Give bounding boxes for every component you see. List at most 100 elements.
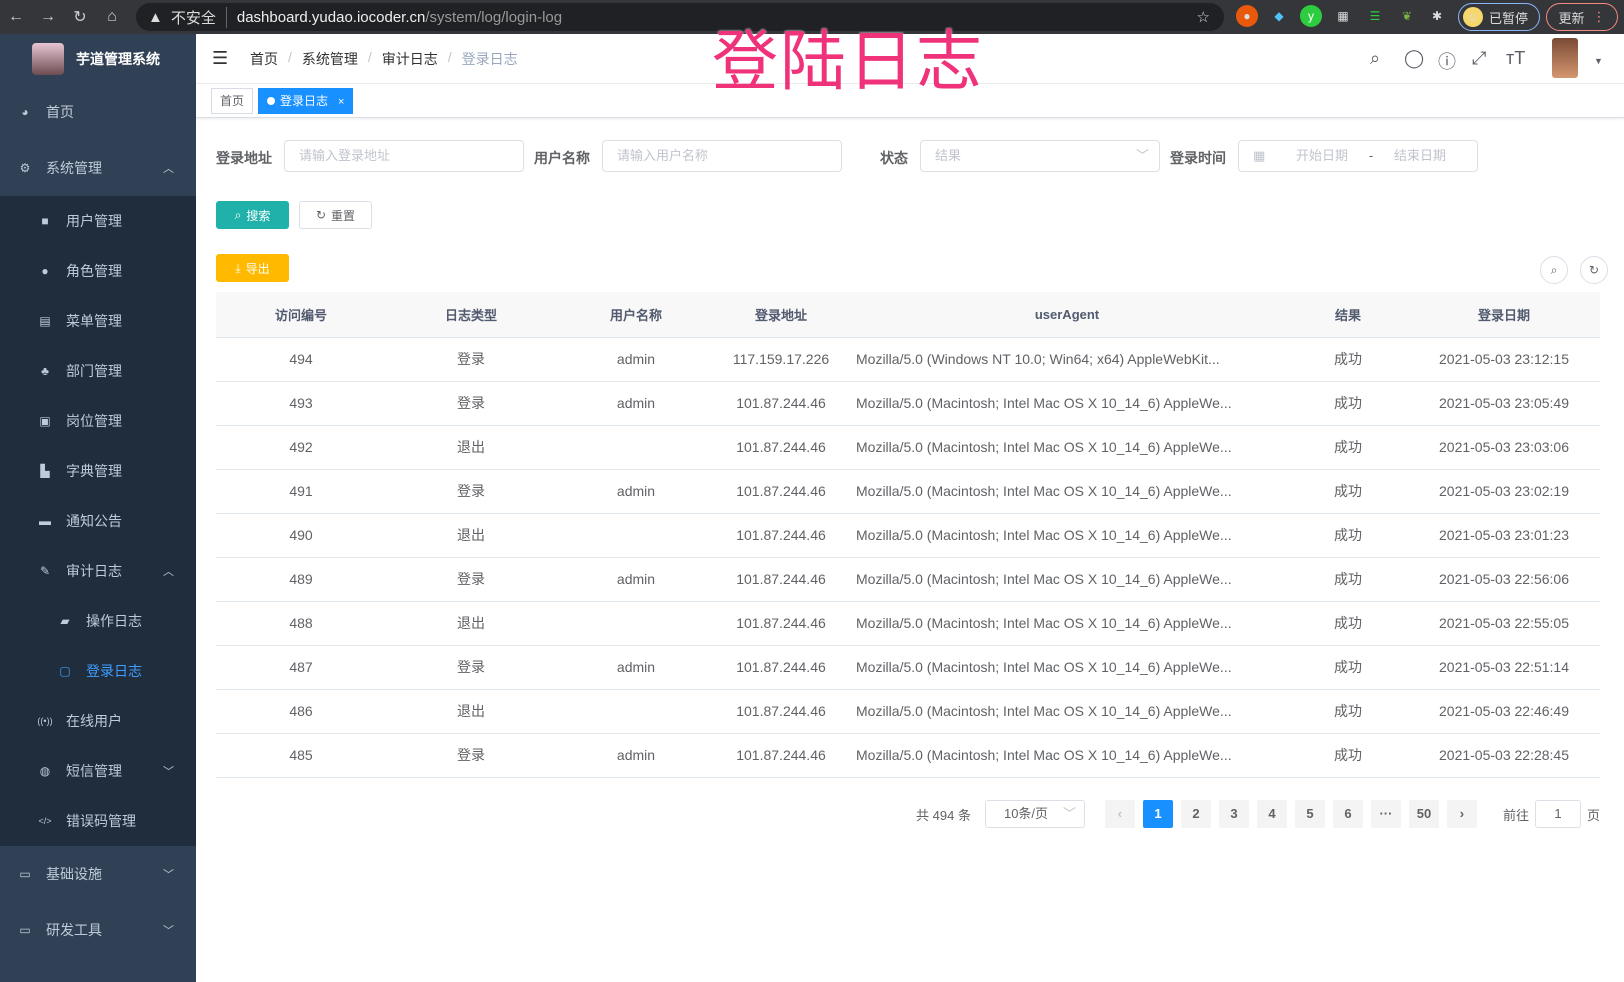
address-input[interactable]: 请输入登录地址 bbox=[284, 140, 524, 172]
table-header: 访问编号 日志类型 用户名称 登录地址 userAgent 结果 登录日期 bbox=[216, 292, 1600, 338]
table-cell: admin bbox=[556, 337, 716, 382]
column-header: userAgent bbox=[846, 292, 1288, 338]
table-cell: 成功 bbox=[1288, 601, 1408, 646]
table-cell: Mozilla/5.0 (Macintosh; Intel Mac OS X 1… bbox=[846, 645, 1288, 690]
sidebar-item-label: 通知公告 bbox=[66, 513, 122, 529]
breadcrumb-item[interactable]: 首页 bbox=[250, 50, 278, 67]
page-button[interactable]: 50 bbox=[1408, 800, 1439, 828]
forward-icon[interactable]: → bbox=[40, 8, 56, 25]
status-select[interactable]: 结果 ﹀ bbox=[920, 140, 1160, 172]
refresh-icon[interactable]: ↻ bbox=[1580, 256, 1608, 284]
extension-on-icon[interactable]: ☰ bbox=[1369, 9, 1381, 23]
sidebar-item-menus[interactable]: ▤ 菜单管理 bbox=[0, 296, 196, 346]
chevron-down-icon: ﹀ bbox=[163, 869, 174, 881]
search-icon[interactable]: ⌕ bbox=[1370, 48, 1381, 68]
date-range-picker[interactable]: ▦ 开始日期 - 结束日期 bbox=[1238, 140, 1478, 172]
sidebar-item-devtools[interactable]: ▭ 研发工具 ﹀ bbox=[0, 902, 196, 958]
extension-leaf-icon[interactable]: ❦ bbox=[1401, 9, 1413, 23]
table-cell: 成功 bbox=[1288, 733, 1408, 778]
page-button[interactable]: 5 bbox=[1294, 800, 1325, 828]
online-icon: ((•)) bbox=[37, 716, 53, 726]
sidebar-item-roles[interactable]: ● 角色管理 bbox=[0, 246, 196, 296]
help-icon[interactable]: ⓘ bbox=[1438, 52, 1456, 72]
goto-input[interactable]: 1 bbox=[1534, 800, 1581, 828]
sidebar-item-system[interactable]: ⚙ 系统管理 ︿ bbox=[0, 140, 196, 196]
page-button[interactable]: ··· bbox=[1370, 800, 1401, 828]
back-icon[interactable]: ← bbox=[8, 8, 24, 25]
extensions-puzzle-icon[interactable]: ✱ bbox=[1431, 9, 1443, 23]
page-button[interactable]: 1 bbox=[1142, 800, 1173, 828]
table-cell bbox=[556, 689, 716, 734]
sidebar-item-notice[interactable]: ▬ 通知公告 bbox=[0, 496, 196, 546]
address-bar[interactable]: ▲ 不安全 dashboard.yudao.iocoder.cn/system/… bbox=[136, 3, 1224, 31]
chevron-down-icon: ﹀ bbox=[163, 766, 174, 778]
sidebar-item-home[interactable]: ◕ 首页 bbox=[0, 84, 196, 140]
home-icon[interactable]: ⌂ bbox=[107, 8, 117, 25]
username-input[interactable]: 请输入用户名称 bbox=[602, 140, 842, 172]
logininfor-icon: ▢ bbox=[59, 664, 71, 678]
toggle-search-icon[interactable]: ⌕ bbox=[1540, 256, 1568, 284]
hamburger-icon[interactable]: ☰ bbox=[212, 48, 229, 68]
table-cell: 493 bbox=[216, 381, 386, 426]
start-date[interactable]: 开始日期 bbox=[1295, 148, 1348, 163]
sidebar-item-users[interactable]: ■ 用户管理 bbox=[0, 196, 196, 246]
caret-down-icon[interactable]: ▼ bbox=[1594, 56, 1603, 66]
insecure-label: 不安全 bbox=[171, 6, 227, 28]
sidebar-item-sms[interactable]: ◍ 短信管理 ﹀ bbox=[0, 746, 196, 796]
extension-grid-icon[interactable]: ▦ bbox=[1337, 9, 1349, 23]
table-cell: 2021-05-03 23:03:06 bbox=[1408, 425, 1600, 470]
table-cell: 成功 bbox=[1288, 513, 1408, 558]
export-label: 导出 bbox=[245, 261, 270, 276]
export-button[interactable]: ⤓ 导出 bbox=[216, 254, 289, 282]
app-logo[interactable]: 芋道管理系统 bbox=[0, 34, 196, 84]
column-header: 访问编号 bbox=[216, 292, 386, 338]
sidebar-item-infra[interactable]: ▭ 基础设施 ﹀ bbox=[0, 846, 196, 902]
extension-gem-icon[interactable]: ◆ bbox=[1274, 9, 1284, 23]
page-button[interactable]: 3 bbox=[1218, 800, 1249, 828]
page-size-select[interactable]: 10条/页 ﹀ bbox=[984, 800, 1085, 828]
sidebar-item-online[interactable]: ((•)) 在线用户 bbox=[0, 696, 196, 746]
sidebar-item-dict[interactable]: ▙ 字典管理 bbox=[0, 446, 196, 496]
sidebar-item-operate-log[interactable]: ▰ 操作日志 bbox=[0, 596, 196, 646]
shield-icon: ◍ bbox=[39, 764, 51, 778]
page-button[interactable]: 6 bbox=[1332, 800, 1363, 828]
tag-login-log[interactable]: 登录日志 × bbox=[258, 88, 354, 114]
page-button[interactable]: 4 bbox=[1256, 800, 1287, 828]
sidebar-item-posts[interactable]: ▣ 岗位管理 bbox=[0, 396, 196, 446]
close-icon[interactable]: × bbox=[338, 96, 345, 108]
font-size-icon[interactable]: тT bbox=[1506, 48, 1526, 68]
active-dot bbox=[267, 97, 275, 105]
pagination: 共 494 条 10条/页 ﹀ ‹ 1 2 3 4 5 6 ··· 50 › 前往 1 页 bbox=[916, 800, 1600, 828]
page-button[interactable]: 2 bbox=[1180, 800, 1211, 828]
update-button[interactable]: 更新 ⋮ bbox=[1546, 3, 1618, 31]
extension-y-icon[interactable]: y bbox=[1300, 5, 1322, 27]
reset-button[interactable]: ↻ 重置 bbox=[299, 201, 372, 229]
bookmark-star-icon[interactable]: ☆ bbox=[1196, 9, 1210, 26]
avatar[interactable] bbox=[1552, 38, 1578, 78]
profile-button[interactable]: ☺ 已暂停 bbox=[1458, 3, 1540, 31]
sidebar-item-error-code[interactable]: </> 错误码管理 bbox=[0, 796, 196, 846]
table-cell: 成功 bbox=[1288, 337, 1408, 382]
table-cell: 101.87.244.46 bbox=[716, 425, 846, 470]
extension-icon[interactable]: ● bbox=[1236, 5, 1258, 27]
prev-page-button[interactable]: ‹ bbox=[1104, 800, 1135, 828]
end-date[interactable]: 结束日期 bbox=[1393, 148, 1446, 163]
table-cell: 490 bbox=[216, 513, 386, 558]
sidebar-item-audit[interactable]: ✎ 审计日志 ︿ bbox=[0, 546, 196, 596]
table-cell: 487 bbox=[216, 645, 386, 690]
fullscreen-icon[interactable]: ⤢ bbox=[1472, 48, 1487, 68]
audit-submenu: ▰ 操作日志 ▢ 登录日志 bbox=[0, 596, 196, 696]
username-label: 用户名称 bbox=[534, 150, 590, 166]
github-icon[interactable]: ◯ bbox=[1404, 48, 1425, 68]
time-label: 登录时间 bbox=[1170, 150, 1226, 166]
next-page-button[interactable]: › bbox=[1446, 800, 1477, 828]
sidebar-item-depts[interactable]: ♣ 部门管理 bbox=[0, 346, 196, 396]
reload-icon[interactable]: ↻ bbox=[73, 9, 87, 26]
tag-home[interactable]: 首页 bbox=[211, 88, 254, 114]
search-button[interactable]: ⌕ 搜索 bbox=[216, 201, 289, 229]
table-row: 488 退出 101.87.244.46 Mozilla/5.0 (Macintosh… bbox=[216, 601, 1600, 646]
sidebar-item-login-log[interactable]: ▢ 登录日志 bbox=[0, 646, 196, 696]
table-cell: admin bbox=[556, 469, 716, 514]
table-cell: Mozilla/5.0 (Macintosh; Intel Mac OS X 1… bbox=[846, 513, 1288, 558]
table-cell bbox=[556, 601, 716, 646]
